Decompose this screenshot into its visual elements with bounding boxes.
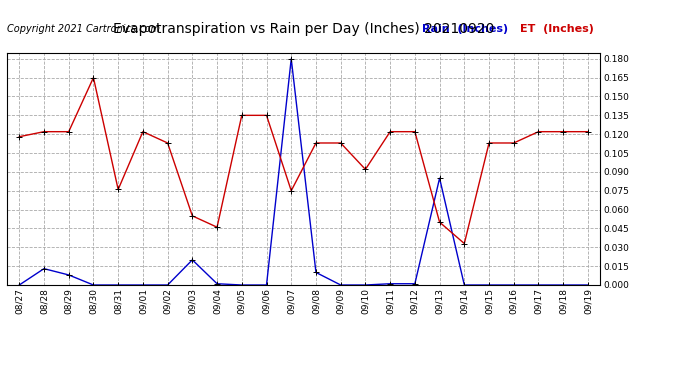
Text: ET  (Inches): ET (Inches) xyxy=(520,24,594,34)
Text: Copyright 2021 Cartronics.com: Copyright 2021 Cartronics.com xyxy=(7,24,160,34)
Text: Rain  (Inches): Rain (Inches) xyxy=(422,24,509,34)
Title: Evapotranspiration vs Rain per Day (Inches) 20210920: Evapotranspiration vs Rain per Day (Inch… xyxy=(113,22,494,36)
